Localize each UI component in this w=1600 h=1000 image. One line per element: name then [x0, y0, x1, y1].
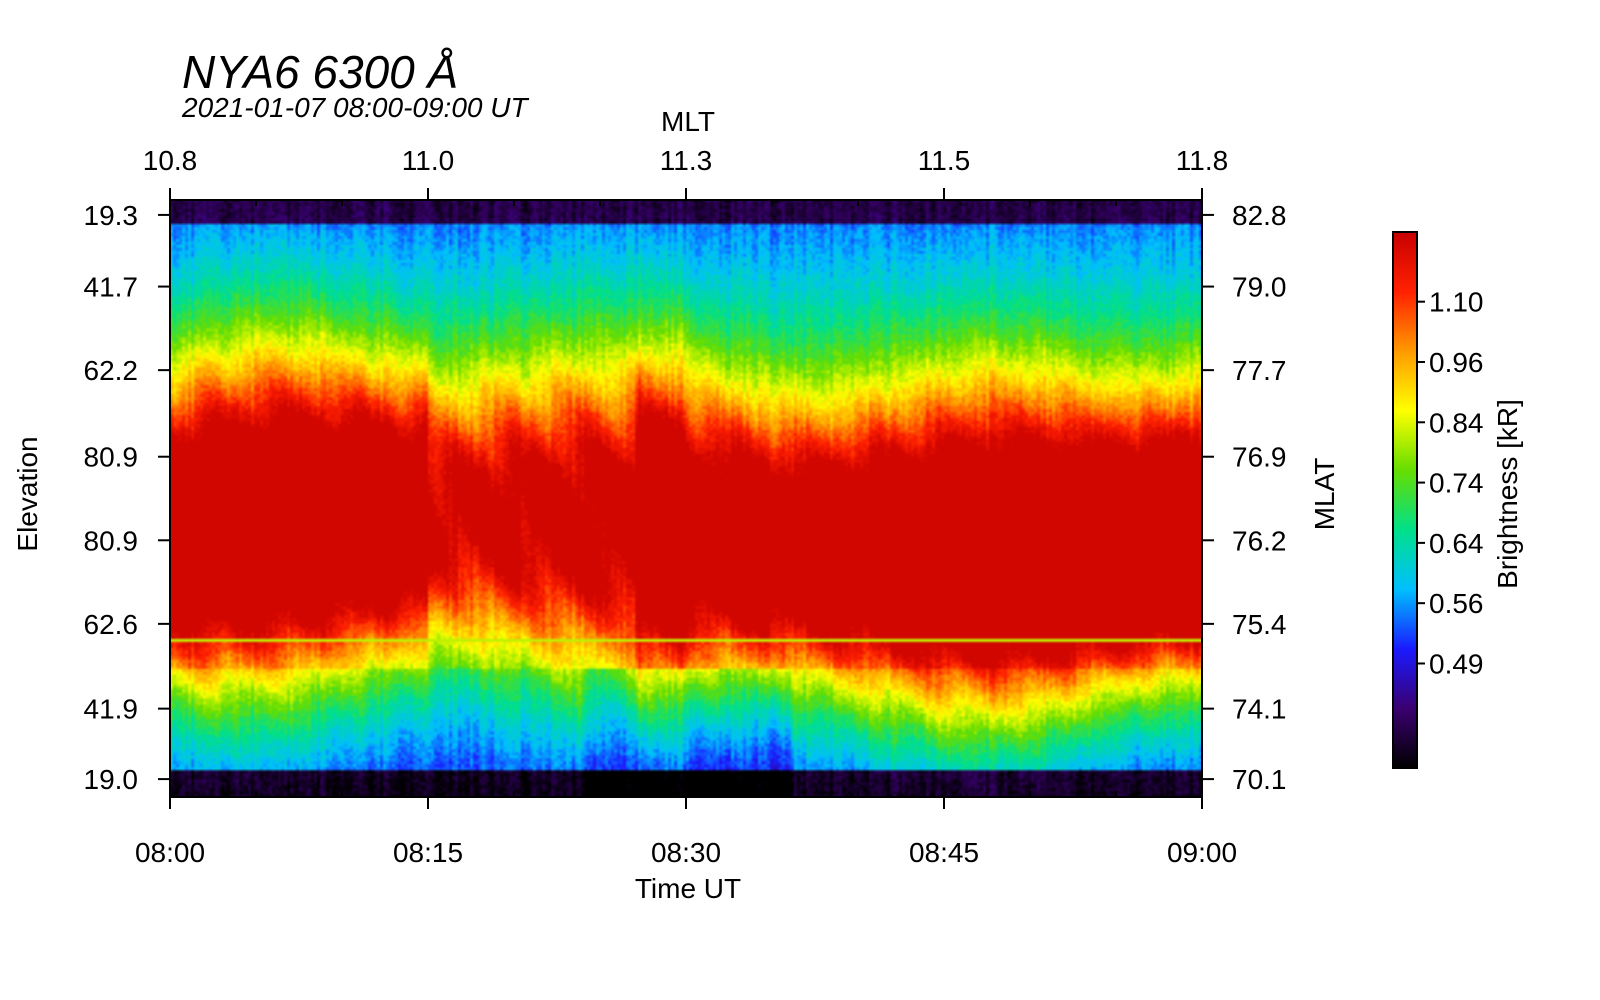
colorbar-scale: [1392, 231, 1418, 769]
x-tick-label: 08:45: [909, 837, 979, 868]
y-tick-label: 19.0: [84, 764, 139, 795]
colorbar-tick-label: 0.49: [1429, 648, 1484, 679]
colorbar-tick-label: 1.10: [1429, 287, 1484, 318]
axes: 08:00 10.8 08:15 11.0 08:30 11.3 08:45 11.5 09:0…: [84, 145, 1287, 868]
colorbar: 1.10 0.96 0.84 0.74 0.64 0.56 0.49: [1392, 231, 1484, 769]
plot-area: [170, 200, 1202, 797]
y-tick-label: 80.9: [84, 442, 139, 473]
top-tick-label: 11.0: [402, 145, 454, 176]
right-tick-label: 79.0: [1232, 272, 1287, 303]
top-tick-label: 11.5: [918, 145, 970, 176]
x-tick-label: 08:00: [135, 837, 205, 868]
x-axis-title: Time UT: [635, 873, 741, 904]
x-tick-label: 08:15: [393, 837, 463, 868]
right-tick-label: 77.7: [1232, 355, 1287, 386]
right-tick-label: 70.1: [1232, 764, 1287, 795]
colorbar-tick-label: 0.56: [1429, 588, 1484, 619]
chart-title-group: NYA6 6300 Å 2021-01-07 08:00-09:00 UT: [181, 46, 529, 123]
right-axis-title: MLAT: [1309, 458, 1340, 531]
right-tick-label: 76.2: [1232, 525, 1287, 556]
y-axis-title: Elevation: [12, 436, 43, 551]
y-tick-label: 41.7: [84, 272, 139, 303]
y-tick-label: 19.3: [84, 200, 139, 231]
x-tick-label: 09:00: [1167, 837, 1237, 868]
top-tick-label: 10.8: [143, 145, 198, 176]
colorbar-tick-label: 0.84: [1429, 407, 1484, 438]
right-tick-label: 82.8: [1232, 200, 1287, 231]
colorbar-tick-label: 0.74: [1429, 468, 1484, 499]
right-tick-label: 76.9: [1232, 442, 1287, 473]
chart-subtitle: 2021-01-07 08:00-09:00 UT: [181, 92, 529, 123]
top-axis-title: MLT: [661, 106, 715, 137]
right-tick-label: 75.4: [1232, 609, 1287, 640]
chart-title: NYA6 6300 Å: [182, 46, 458, 98]
x-tick-label: 08:30: [651, 837, 721, 868]
top-tick-label: 11.8: [1176, 145, 1228, 176]
colorbar-title: Brightness [kR]: [1492, 399, 1523, 589]
y-tick-label: 41.9: [84, 694, 139, 725]
y-tick-label: 62.6: [84, 609, 139, 640]
right-tick-label: 74.1: [1232, 694, 1287, 725]
colorbar-tick-label: 0.64: [1429, 528, 1484, 559]
colorbar-tick-label: 0.96: [1429, 347, 1484, 378]
top-tick-label: 11.3: [660, 145, 712, 176]
y-tick-label: 62.2: [84, 355, 139, 386]
keogram-image: [170, 200, 1202, 797]
y-tick-label: 80.9: [84, 525, 139, 556]
